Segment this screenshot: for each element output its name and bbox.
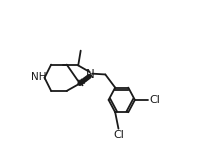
Text: N: N <box>86 68 95 81</box>
Text: Cl: Cl <box>150 95 161 105</box>
Text: NH: NH <box>31 72 47 82</box>
Text: Cl: Cl <box>113 130 124 140</box>
